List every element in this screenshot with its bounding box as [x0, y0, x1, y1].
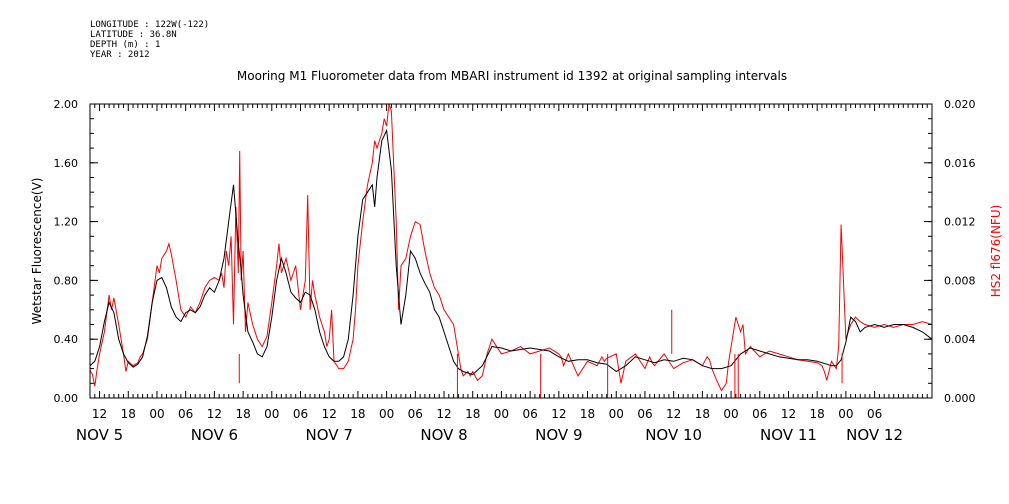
- y-tick-label: 2.00: [54, 98, 79, 111]
- y-tick-label: 1.20: [54, 216, 79, 229]
- x-tick-label: 06: [637, 407, 652, 421]
- latitude-label: LATITUDE : 36.8N: [90, 30, 177, 40]
- year-label: YEAR : 2012: [90, 50, 150, 60]
- x-tick-label: 06: [752, 407, 767, 421]
- x-tick-label: 06: [293, 407, 308, 421]
- x-tick-label: 06: [522, 407, 537, 421]
- x-tick-label: 12: [92, 407, 107, 421]
- x-day-label: NOV 6: [191, 426, 238, 444]
- y-tick-label: 0.40: [54, 333, 79, 346]
- series-line-hs2: [89, 103, 933, 392]
- y-tick-label: 0.80: [54, 274, 79, 287]
- y2-tick-label: 0.016: [944, 157, 976, 170]
- axes: 12 18 00 06 12 18 00 06 12 18 00 06 12 18 00 06 12 18 00 06…: [54, 98, 976, 444]
- x-day-label: NOV 8: [420, 426, 467, 444]
- x-tick-label: 00: [264, 407, 279, 421]
- x-day-label: NOV 9: [535, 426, 582, 444]
- x-tick-label: 18: [350, 407, 365, 421]
- x-tick-label: 12: [666, 407, 681, 421]
- x-tick-label: 00: [379, 407, 394, 421]
- x-tick-label: 18: [580, 407, 595, 421]
- y2-tick-label: 0.004: [944, 333, 976, 346]
- x-day-label: NOV 11: [760, 426, 817, 444]
- metadata-block: LONGITUDE : 122W(-122) LATITUDE : 36.8N …: [90, 20, 209, 60]
- x-tick-label: 12: [551, 407, 566, 421]
- x-tick-label: 12: [781, 407, 796, 421]
- plot-area: [89, 103, 933, 398]
- x-tick-label: 18: [465, 407, 480, 421]
- x-tick-label: 12: [322, 407, 337, 421]
- y-axis-label: Wetstar Fluorescence(V): [30, 178, 44, 325]
- x-tick-label: 06: [178, 407, 193, 421]
- x-tick-label: 00: [723, 407, 738, 421]
- plot-frame: [89, 103, 933, 399]
- y-tick-label: 0.00: [54, 392, 79, 405]
- x-tick-label: 06: [867, 407, 882, 421]
- x-tick-label: 00: [609, 407, 624, 421]
- x-day-label: NOV 12: [846, 426, 903, 444]
- y-tick-label: 1.60: [54, 157, 79, 170]
- y2-tick-label: 0.008: [944, 274, 976, 287]
- x-tick-label: 12: [436, 407, 451, 421]
- longitude-label: LONGITUDE : 122W(-122): [90, 20, 210, 30]
- x-tick-label: 18: [235, 407, 250, 421]
- x-tick-label: 18: [121, 407, 136, 421]
- y2-tick-label: 0.012: [944, 216, 976, 229]
- x-tick-label: 00: [838, 407, 853, 421]
- y2-tick-label: 0.020: [944, 98, 976, 111]
- x-day-label: NOV 7: [306, 426, 353, 444]
- y2-axis-label: HS2 fl676(NFU): [989, 205, 1003, 298]
- x-tick-label: 18: [695, 407, 710, 421]
- x-day-label: NOV 10: [645, 426, 702, 444]
- x-tick-label: 00: [149, 407, 164, 421]
- x-tick-label: 18: [810, 407, 825, 421]
- depth-label: DEPTH (m) : 1: [90, 40, 161, 50]
- chart-title: Mooring M1 Fluorometer data from MBARI i…: [237, 69, 787, 83]
- x-day-label: NOV 5: [76, 426, 123, 444]
- series-line-wetstar: [89, 128, 933, 376]
- x-tick-label: 00: [494, 407, 509, 421]
- x-tick-label: 12: [207, 407, 222, 421]
- x-tick-label: 06: [408, 407, 423, 421]
- y2-tick-label: 0.000: [944, 392, 976, 405]
